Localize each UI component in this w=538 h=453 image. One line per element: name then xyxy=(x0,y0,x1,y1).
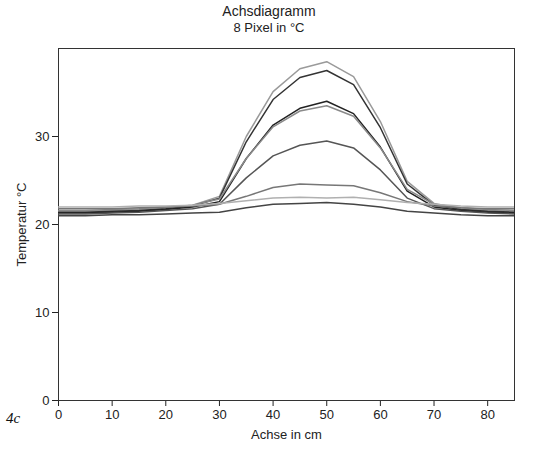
svg-text:60: 60 xyxy=(373,407,387,422)
svg-text:0: 0 xyxy=(42,393,49,408)
svg-text:0: 0 xyxy=(55,407,62,422)
svg-text:20: 20 xyxy=(35,217,49,232)
svg-text:50: 50 xyxy=(320,407,334,422)
svg-text:Achse in cm: Achse in cm xyxy=(251,427,322,442)
html-text:4c: 4c xyxy=(6,410,21,426)
svg-text:10: 10 xyxy=(35,305,49,320)
svg-text:Temperatur °C: Temperatur °C xyxy=(14,183,29,267)
svg-text:10: 10 xyxy=(105,407,119,422)
html-text:8 Pixel in °C: 8 Pixel in °C xyxy=(233,20,305,35)
svg-text:20: 20 xyxy=(159,407,173,422)
svg-text:30: 30 xyxy=(35,129,49,144)
html-text:Achsdiagramm: Achsdiagramm xyxy=(222,3,316,19)
svg-text:40: 40 xyxy=(266,407,280,422)
svg-text:70: 70 xyxy=(427,407,441,422)
svg-text:30: 30 xyxy=(212,407,226,422)
svg-text:80: 80 xyxy=(480,407,494,422)
